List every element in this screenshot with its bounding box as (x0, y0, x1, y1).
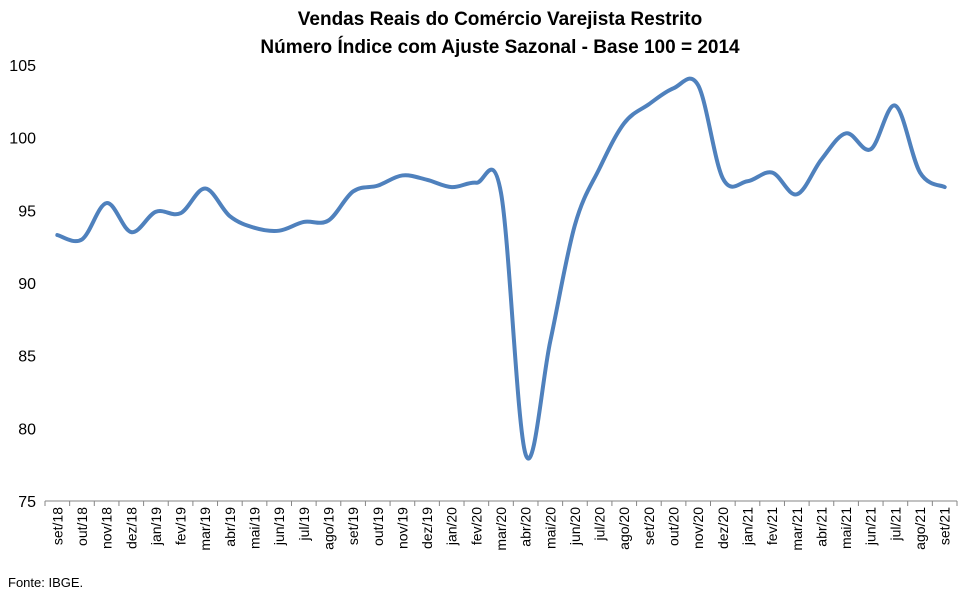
y-axis: 75 80 85 90 95 100 105 (9, 58, 36, 511)
data-point (450, 185, 454, 189)
data-point (795, 192, 799, 196)
x-tick-label: fev/19 (173, 507, 189, 545)
x-tick-label: jul/20 (592, 507, 608, 542)
data-point (622, 121, 626, 125)
data-point (80, 237, 84, 241)
x-axis: set/18 out/18 nov/18 dez/18 jan/19 fev/19 mar/… (44, 500, 958, 551)
data-point (55, 233, 59, 237)
data-point (893, 104, 897, 108)
x-tick-label: set/18 (49, 507, 65, 545)
data-point (277, 229, 281, 233)
data-point (918, 171, 922, 175)
data-point (376, 184, 380, 188)
data-point (647, 102, 651, 106)
x-tick-label: mar/21 (789, 507, 805, 551)
x-tick-label: jan/20 (444, 507, 460, 546)
x-tick-label: dez/19 (419, 507, 435, 549)
data-point (400, 173, 404, 177)
series-line (55, 76, 947, 461)
x-tick-label: dez/18 (123, 507, 139, 549)
series-layer (55, 76, 947, 461)
data-point (696, 83, 700, 87)
x-tick-label: out/19 (370, 507, 386, 546)
data-point (129, 230, 133, 234)
x-tick-label: dez/20 (715, 507, 731, 549)
x-tick-label: set/20 (641, 507, 657, 545)
x-tick-label: out/20 (666, 507, 682, 546)
data-point (573, 223, 577, 227)
data-point (869, 147, 873, 151)
x-tick-label: jun/21 (863, 507, 879, 546)
data-point (598, 166, 602, 170)
y-tick-label: 80 (18, 421, 36, 438)
x-tick-label: ago/21 (912, 507, 928, 550)
data-point (672, 86, 676, 90)
data-point (105, 201, 109, 205)
x-tick-label: out/18 (74, 507, 90, 546)
data-point (524, 452, 528, 456)
x-tick-label: nov/19 (394, 507, 410, 549)
data-point (179, 211, 183, 215)
data-point (844, 131, 848, 135)
chart-subtitle: Número Índice com Ajuste Sazonal - Base … (260, 36, 740, 58)
data-point (770, 171, 774, 175)
source-note: Fonte: IBGE. (8, 575, 84, 590)
data-point (499, 191, 503, 195)
x-tick-label: mai/21 (838, 507, 854, 549)
data-point (351, 189, 355, 193)
data-point (302, 220, 306, 224)
x-tick-label: nov/20 (690, 507, 706, 549)
data-point (253, 226, 257, 230)
chart-title: Vendas Reais do Comércio Varejista Restr… (298, 9, 702, 30)
x-tick-label: mai/19 (247, 507, 263, 549)
y-tick-label: 75 (18, 494, 36, 511)
data-point (228, 214, 232, 218)
x-tick-label: ago/20 (616, 507, 632, 550)
data-point (326, 219, 330, 223)
data-point (425, 178, 429, 182)
x-tick-label: set/19 (345, 507, 361, 545)
y-tick-label: 100 (9, 131, 36, 148)
x-tick-label: fev/21 (764, 507, 780, 545)
data-point (548, 339, 552, 343)
data-point (943, 185, 947, 189)
x-tick-label: set/21 (937, 507, 953, 545)
x-tick-label: jun/20 (567, 507, 583, 546)
x-tick-label: ago/19 (320, 507, 336, 550)
x-tick-label: abr/21 (813, 507, 829, 547)
data-point (745, 179, 749, 183)
x-tick-label: mar/20 (493, 507, 509, 551)
x-tick-label: jun/19 (271, 507, 287, 546)
x-tick-label: jul/21 (887, 507, 903, 542)
x-tick-label: jan/19 (148, 507, 164, 546)
data-point (721, 176, 725, 180)
x-tick-label: jul/19 (296, 507, 312, 542)
x-tick-label: abr/19 (222, 507, 238, 547)
y-tick-label: 85 (18, 349, 36, 366)
x-tick-label: fev/20 (468, 507, 484, 545)
y-tick-label: 90 (18, 276, 36, 293)
data-point (154, 210, 158, 214)
x-tick-label: abr/20 (518, 507, 534, 547)
x-tick-label: nov/18 (99, 507, 115, 549)
x-tick-label: mar/19 (197, 507, 213, 551)
data-point (474, 181, 478, 185)
x-tick-label: mai/20 (542, 507, 558, 549)
x-tick-label: jan/21 (739, 507, 755, 546)
data-point (203, 187, 207, 191)
y-tick-label: 105 (9, 58, 36, 75)
data-point (819, 157, 823, 161)
y-tick-label: 95 (18, 203, 36, 220)
